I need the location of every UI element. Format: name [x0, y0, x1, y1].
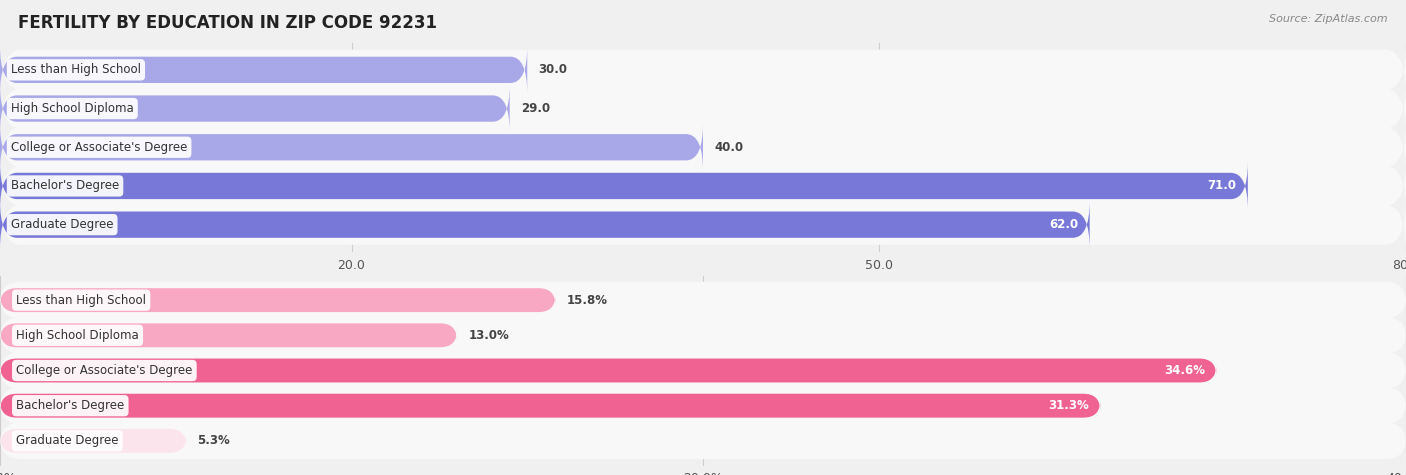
- FancyBboxPatch shape: [0, 82, 1406, 135]
- FancyBboxPatch shape: [0, 352, 1406, 389]
- FancyBboxPatch shape: [0, 123, 703, 171]
- FancyBboxPatch shape: [0, 323, 457, 347]
- FancyBboxPatch shape: [0, 317, 1406, 353]
- Text: Graduate Degree: Graduate Degree: [11, 218, 114, 231]
- Text: 5.3%: 5.3%: [197, 434, 231, 447]
- Text: 62.0: 62.0: [1049, 218, 1078, 231]
- Text: 15.8%: 15.8%: [567, 294, 607, 307]
- FancyBboxPatch shape: [0, 199, 1406, 251]
- FancyBboxPatch shape: [0, 85, 509, 133]
- Text: Less than High School: Less than High School: [11, 63, 141, 76]
- FancyBboxPatch shape: [0, 429, 186, 453]
- Text: High School Diploma: High School Diploma: [15, 329, 139, 342]
- Text: Graduate Degree: Graduate Degree: [15, 434, 118, 447]
- FancyBboxPatch shape: [0, 200, 1090, 248]
- FancyBboxPatch shape: [0, 44, 1406, 96]
- FancyBboxPatch shape: [0, 388, 1406, 424]
- Text: 31.3%: 31.3%: [1049, 399, 1088, 412]
- FancyBboxPatch shape: [0, 394, 1099, 418]
- Text: High School Diploma: High School Diploma: [11, 102, 134, 115]
- Text: 34.6%: 34.6%: [1164, 364, 1205, 377]
- Text: College or Associate's Degree: College or Associate's Degree: [15, 364, 193, 377]
- Text: 71.0: 71.0: [1208, 180, 1237, 192]
- Text: College or Associate's Degree: College or Associate's Degree: [11, 141, 187, 154]
- Text: Bachelor's Degree: Bachelor's Degree: [11, 180, 120, 192]
- Text: FERTILITY BY EDUCATION IN ZIP CODE 92231: FERTILITY BY EDUCATION IN ZIP CODE 92231: [18, 14, 437, 32]
- Text: Bachelor's Degree: Bachelor's Degree: [15, 399, 124, 412]
- FancyBboxPatch shape: [0, 160, 1406, 212]
- Text: 40.0: 40.0: [714, 141, 744, 154]
- Text: 13.0%: 13.0%: [468, 329, 509, 342]
- Text: Less than High School: Less than High School: [15, 294, 146, 307]
- Text: Source: ZipAtlas.com: Source: ZipAtlas.com: [1270, 14, 1388, 24]
- Text: 30.0: 30.0: [538, 63, 568, 76]
- FancyBboxPatch shape: [0, 359, 1216, 382]
- FancyBboxPatch shape: [0, 162, 1249, 210]
- FancyBboxPatch shape: [0, 282, 1406, 318]
- FancyBboxPatch shape: [0, 288, 555, 312]
- FancyBboxPatch shape: [0, 121, 1406, 173]
- FancyBboxPatch shape: [0, 46, 527, 94]
- Text: 29.0: 29.0: [520, 102, 550, 115]
- FancyBboxPatch shape: [0, 423, 1406, 459]
